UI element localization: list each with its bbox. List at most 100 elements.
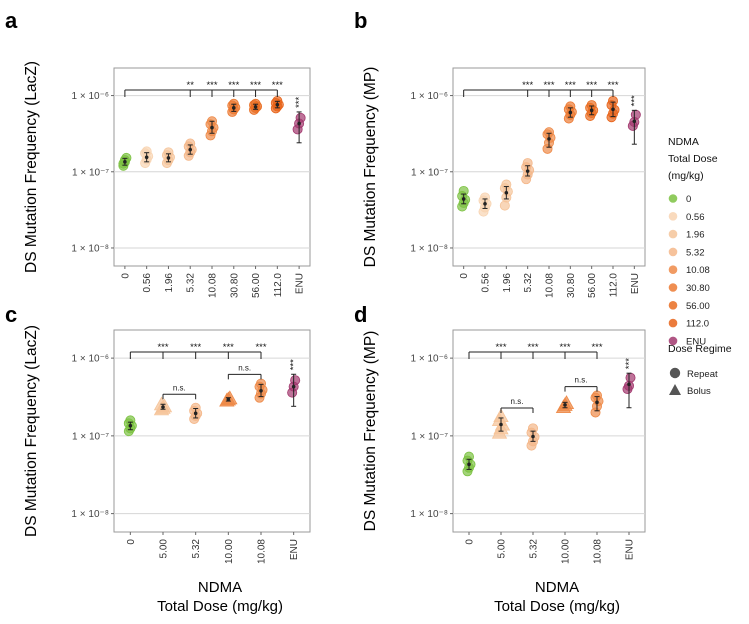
significance-label: *** <box>565 80 576 91</box>
y-tick-label: 1 × 10⁻⁷ <box>411 431 448 442</box>
x-tick-label: 1.96 <box>502 273 513 293</box>
significance-label: *** <box>190 342 201 353</box>
mean-marker <box>144 155 149 160</box>
data-point <box>625 372 636 383</box>
significance-label: ** <box>187 80 195 91</box>
panel-letter: a <box>5 8 18 33</box>
x-tick-label: 10.08 <box>208 273 219 298</box>
significance-label: *** <box>289 359 300 370</box>
mean-marker <box>547 137 551 141</box>
mean-marker <box>461 197 466 201</box>
significance-label: *** <box>294 97 305 108</box>
legend-label: 0 <box>686 194 691 205</box>
significance-label: *** <box>255 342 266 353</box>
data-point <box>630 109 641 120</box>
y-tick-label: 1 × 10⁻⁶ <box>72 91 109 102</box>
chart-panel-d: 1 × 10⁻⁸ 1 × 10⁻⁷ 1 × 10⁻⁶ DS Mutation Freq… <box>354 302 646 615</box>
x-tick-label: ENU <box>295 273 306 294</box>
x-tick-label: 5.00 <box>497 539 508 559</box>
x-tick-label: 5.32 <box>186 273 197 293</box>
mean-marker <box>504 190 509 195</box>
legend-title: NDMA <box>668 136 699 148</box>
x-tick-label: 112.0 <box>609 273 620 298</box>
legend-label: 56.00 <box>686 301 710 312</box>
x-tick-label: 1.96 <box>164 273 175 293</box>
x-tick-label: 112.0 <box>273 273 284 298</box>
x-tick-label: 0.56 <box>142 273 153 293</box>
legend-swatch <box>668 247 678 257</box>
mean-marker <box>483 201 487 206</box>
x-axis-label: Total Dose (mg/kg) <box>494 598 620 615</box>
plot-frame <box>452 329 646 533</box>
significance-label: *** <box>624 358 635 369</box>
legend-title: Total Dose <box>668 153 718 165</box>
significance-label: *** <box>591 342 602 353</box>
x-tick-label: 5.00 <box>159 539 170 559</box>
mean-marker <box>275 102 280 107</box>
legend-regime: Dose Regime Repeat Bolus <box>668 343 732 397</box>
significance-label: *** <box>607 80 618 91</box>
y-tick-label: 1 × 10⁻⁷ <box>72 167 109 178</box>
significance-label: *** <box>559 342 570 353</box>
y-tick-label: 1 × 10⁻⁶ <box>411 354 448 365</box>
mean-marker <box>627 382 631 387</box>
significance-label: *** <box>543 80 554 91</box>
y-axis-label: DS Mutation Frequency (LacZ) <box>23 61 40 273</box>
legend-label: 5.32 <box>686 247 705 258</box>
legend-label: 30.80 <box>686 283 710 294</box>
mean-marker <box>231 106 236 110</box>
y-axis-label: DS Mutation Frequency (LacZ) <box>23 325 40 537</box>
x-tick-label: ENU <box>289 539 300 560</box>
x-tick-label: 30.80 <box>229 273 240 298</box>
x-axis-label: NDMA <box>535 579 579 596</box>
x-tick-label: 10.00 <box>224 539 235 564</box>
x-tick-label: 10.08 <box>257 539 268 564</box>
chart-panel-c: 1 × 10⁻⁸ 1 × 10⁻⁷ 1 × 10⁻⁶ DS Mutation Freq… <box>5 302 311 615</box>
mean-marker <box>568 110 573 115</box>
x-tick-label: ENU <box>630 273 641 294</box>
mean-marker <box>467 462 471 467</box>
legend-label: 1.96 <box>686 230 705 241</box>
legend-shape-triangle <box>669 384 681 395</box>
mean-marker <box>563 403 567 407</box>
legend-label: 112.0 <box>686 319 709 330</box>
significance-label: *** <box>527 342 538 353</box>
legend-swatch <box>668 265 678 275</box>
y-tick-label: 1 × 10⁻⁸ <box>410 509 448 520</box>
mean-marker <box>525 169 530 173</box>
y-tick-label: 1 × 10⁻⁷ <box>411 167 448 178</box>
x-tick-label: 0 <box>120 273 131 279</box>
x-tick-label: 10.08 <box>593 539 604 564</box>
panel-letter: c <box>5 302 17 327</box>
y-tick-label: 1 × 10⁻⁷ <box>72 431 109 442</box>
x-tick-label: 5.32 <box>523 273 534 293</box>
legend-dose: NDMA Total Dose (mg/kg) 0 0.56 1.96 5.32 10.08 3… <box>668 136 718 347</box>
y-tick-label: 1 × 10⁻⁸ <box>71 243 109 254</box>
mean-marker <box>531 434 535 439</box>
mean-marker <box>595 400 599 405</box>
mean-marker <box>226 397 231 402</box>
significance-label: *** <box>495 342 506 353</box>
legend-swatch <box>668 283 678 292</box>
significance-label: *** <box>586 80 597 91</box>
panel-letter: b <box>354 8 367 33</box>
significance-label: *** <box>228 80 239 91</box>
mean-marker <box>291 384 296 389</box>
x-tick-label: 0 <box>465 539 476 545</box>
x-tick-label: 0 <box>126 539 137 545</box>
chart-panel-a: 1 × 10⁻⁸ 1 × 10⁻⁷ 1 × 10⁻⁶ DS Mutation Freq… <box>5 8 311 298</box>
significance-label: *** <box>223 342 234 353</box>
y-tick-label: 1 × 10⁻⁸ <box>71 509 109 520</box>
mean-marker <box>166 156 171 160</box>
x-tick-label: 10.08 <box>545 273 556 298</box>
significance-label: *** <box>629 95 640 106</box>
ns-label: n.s. <box>575 376 588 385</box>
mean-marker <box>128 423 133 428</box>
y-tick-label: 1 × 10⁻⁸ <box>410 243 448 254</box>
x-tick-label: 5.32 <box>529 539 540 559</box>
legend-label: Bolus <box>687 386 711 397</box>
legend-label: Repeat <box>687 369 718 380</box>
x-tick-label: 0.56 <box>481 273 492 293</box>
legend-swatch <box>668 212 678 221</box>
x-tick-label: 56.00 <box>587 273 598 298</box>
